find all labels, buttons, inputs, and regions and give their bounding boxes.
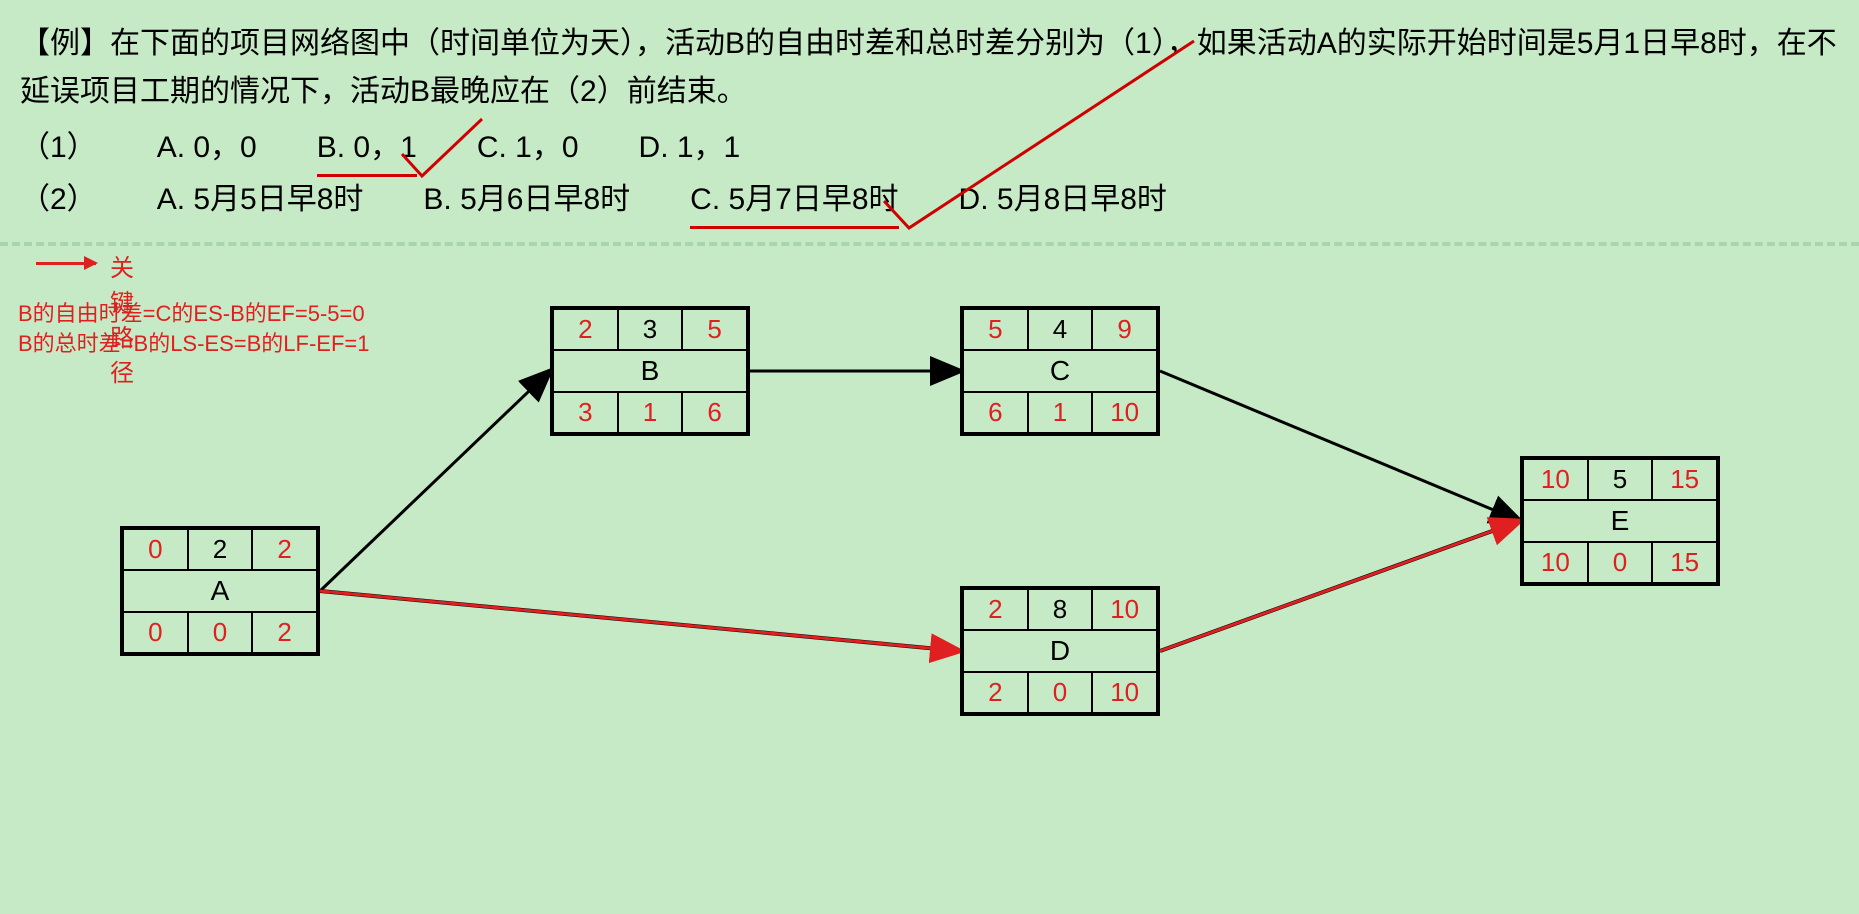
duration-cell: 2 xyxy=(188,529,253,570)
es-cell: 10 xyxy=(1523,459,1588,500)
lf-cell: 6 xyxy=(682,392,747,433)
q2-option-c: C. 5月7日早8时 xyxy=(690,176,898,224)
ef-cell: 5 xyxy=(682,309,747,350)
activity-node-b: 235B316 xyxy=(550,306,750,436)
tf-cell: 1 xyxy=(618,392,683,433)
es-cell: 0 xyxy=(123,529,188,570)
lf-cell: 2 xyxy=(252,612,317,653)
activity-node-a: 022A002 xyxy=(120,526,320,656)
activity-name: A xyxy=(123,570,317,612)
lf-cell: 10 xyxy=(1092,392,1157,433)
activity-name: C xyxy=(963,350,1157,392)
edge-d-e xyxy=(1160,521,1520,651)
tf-cell: 1 xyxy=(1028,392,1093,433)
es-cell: 2 xyxy=(553,309,618,350)
question-body: 在下面的项目网络图中（时间单位为天），活动B的自由时差和总时差分别为（1），如果… xyxy=(20,27,1837,108)
q1-options: （1） A. 0，0 B. 0，1 C. 1，0 D. 1，1 xyxy=(20,124,1839,172)
ls-cell: 0 xyxy=(123,612,188,653)
example-prefix: 【例】 xyxy=(20,27,110,60)
q2-label: （2） xyxy=(20,176,97,224)
ls-cell: 10 xyxy=(1523,542,1588,583)
q2-option-b: B. 5月6日早8时 xyxy=(423,176,630,224)
edge-a-b xyxy=(320,371,550,591)
activity-name: B xyxy=(553,350,747,392)
answer-underline xyxy=(317,174,417,177)
duration-cell: 4 xyxy=(1028,309,1093,350)
ef-cell: 10 xyxy=(1092,589,1157,630)
q1-option-c: C. 1，0 xyxy=(477,124,579,172)
ls-cell: 2 xyxy=(963,672,1028,713)
ls-cell: 6 xyxy=(963,392,1028,433)
q1-label: （1） xyxy=(20,124,97,172)
tf-cell: 0 xyxy=(1028,672,1093,713)
es-cell: 5 xyxy=(963,309,1028,350)
activity-node-c: 549C6110 xyxy=(960,306,1160,436)
q2-options: （2） A. 5月5日早8时 B. 5月6日早8时 C. 5月7日早8时 D. … xyxy=(20,176,1839,224)
q1-option-d: D. 1，1 xyxy=(639,124,741,172)
edge-c-e xyxy=(1160,371,1520,521)
q1-option-a: A. 0，0 xyxy=(157,124,257,172)
activity-name: E xyxy=(1523,500,1717,542)
answer-underline xyxy=(690,226,898,229)
es-cell: 2 xyxy=(963,589,1028,630)
q2-option-d: D. 5月8日早8时 xyxy=(959,176,1167,224)
ef-cell: 2 xyxy=(252,529,317,570)
ef-cell: 9 xyxy=(1092,309,1157,350)
legend-arrow-icon xyxy=(36,262,96,265)
formula-free-float: B的自由时差=C的ES-B的EF=5-5=0 xyxy=(18,296,365,328)
tf-cell: 0 xyxy=(1588,542,1653,583)
formula-total-float: B的总时差=B的LS-ES=B的LF-EF=1 xyxy=(18,326,370,358)
activity-node-e: 10515E10015 xyxy=(1520,456,1720,586)
edge-a-d xyxy=(320,591,960,651)
diagram-area: 关键路径 B的自由时差=C的ES-B的EF=5-5=0 B的总时差=B的LS-E… xyxy=(0,256,1859,816)
question-text: 【例】在下面的项目网络图中（时间单位为天），活动B的自由时差和总时差分别为（1）… xyxy=(20,20,1839,116)
lf-cell: 15 xyxy=(1652,542,1717,583)
duration-cell: 3 xyxy=(618,309,683,350)
q1-option-b: B. 0，1 xyxy=(317,124,417,172)
duration-cell: 8 xyxy=(1028,589,1093,630)
activity-node-d: 2810D2010 xyxy=(960,586,1160,716)
question-block: 【例】在下面的项目网络图中（时间单位为天），活动B的自由时差和总时差分别为（1）… xyxy=(0,0,1859,234)
tf-cell: 0 xyxy=(188,612,253,653)
lf-cell: 10 xyxy=(1092,672,1157,713)
q2-option-a: A. 5月5日早8时 xyxy=(157,176,364,224)
activity-name: D xyxy=(963,630,1157,672)
ef-cell: 15 xyxy=(1652,459,1717,500)
duration-cell: 5 xyxy=(1588,459,1653,500)
ls-cell: 3 xyxy=(553,392,618,433)
section-divider xyxy=(0,242,1859,246)
